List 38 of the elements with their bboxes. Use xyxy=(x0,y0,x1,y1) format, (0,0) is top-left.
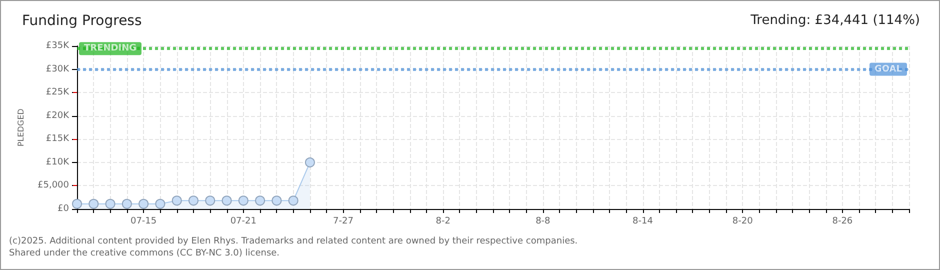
point xyxy=(122,198,132,209)
x-tick-label: 07-21 xyxy=(230,216,256,226)
point xyxy=(238,196,248,206)
text: Shared under the creative commons (CC BY-NC 3.0) license. xyxy=(9,248,280,258)
y-tick-label: £20K xyxy=(46,110,70,121)
point xyxy=(172,196,182,206)
y-tick-label: £5,000 xyxy=(38,180,70,191)
point xyxy=(288,196,298,206)
y-tick-label: £25K xyxy=(46,88,70,98)
chart-title: Funding Progress xyxy=(22,13,142,29)
y-tick-label: £15K xyxy=(46,134,70,144)
point xyxy=(222,196,232,206)
x-tick-label: 8-8 xyxy=(536,216,551,226)
x-tick-label: 07-15 xyxy=(130,216,157,226)
point xyxy=(138,198,149,209)
point xyxy=(88,198,99,209)
point xyxy=(72,198,82,209)
x-tick-label: 7-27 xyxy=(333,216,354,226)
y-tick-label: £30K xyxy=(46,64,70,74)
x-tick-label: 8-26 xyxy=(832,216,853,226)
x-tick-label: 8-2 xyxy=(436,216,450,226)
ref-line-label: GOAL xyxy=(874,64,902,74)
y-axis-title: PLEDGED xyxy=(16,108,26,146)
point xyxy=(304,157,315,168)
text: (c)2025. Additional content provided by Elen Rhys. Trademarks and related content are owned by their respective companies. xyxy=(9,236,578,246)
point xyxy=(255,196,266,206)
x-tick-label: 8-20 xyxy=(732,216,754,226)
ref-line-label: TRENDING xyxy=(84,44,136,54)
point xyxy=(155,198,166,209)
point xyxy=(272,196,282,206)
point xyxy=(188,196,198,206)
chart-subtitle: Trending: £34,441 (114%) xyxy=(750,13,920,28)
point xyxy=(105,198,116,209)
point xyxy=(205,196,216,206)
y-tick-label: £0 xyxy=(58,204,70,214)
y-tick-label: £10K xyxy=(46,157,70,168)
y-tick-label: £35K xyxy=(46,41,70,51)
x-tick-label: 8-14 xyxy=(632,216,654,226)
